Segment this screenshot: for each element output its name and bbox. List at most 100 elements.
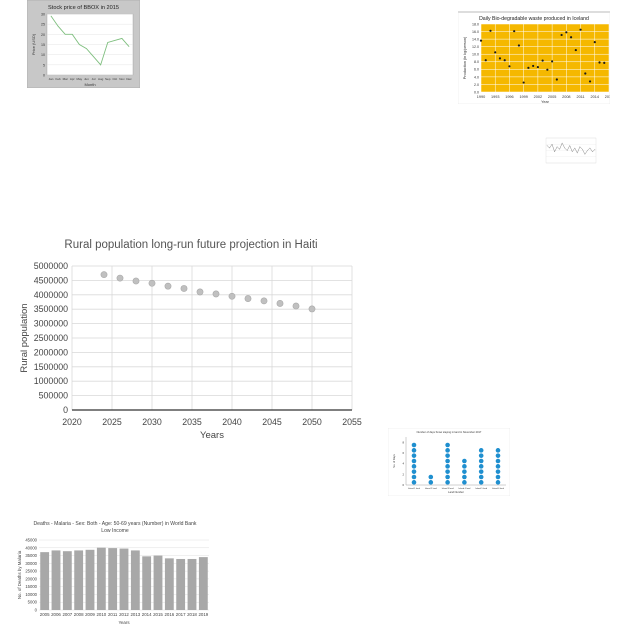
x-tick-label: 2011 (576, 95, 584, 99)
data-point (536, 65, 539, 69)
data-point (244, 295, 252, 302)
y-tick-label: 3500000 (34, 304, 68, 314)
y-tick-label: 4 (402, 462, 404, 466)
data-point (445, 458, 450, 464)
snow-days-chart: Number of days Snow staying in land in N… (388, 428, 510, 496)
data-point (546, 145, 548, 146)
chart-title: Number of days Snow staying in land in N… (417, 430, 482, 434)
data-point (462, 474, 467, 480)
x-tick-label: Island 1 land (408, 488, 421, 490)
data-point (577, 152, 578, 154)
y-tick-label: 14.0 (472, 38, 479, 42)
x-tick-label: Island 5 land (475, 488, 488, 490)
y-tick-label: 500000 (39, 391, 68, 401)
data-point (549, 147, 550, 149)
data-point (228, 292, 236, 300)
data-point (479, 39, 483, 42)
data-point (164, 282, 172, 290)
data-point (478, 448, 484, 453)
y-tick-label: 0 (43, 74, 45, 78)
data-point (478, 474, 484, 480)
data-point (71, 34, 73, 35)
data-point (478, 469, 484, 474)
x-tick-label: 2050 (302, 417, 322, 427)
y-tick-label: 3000000 (34, 319, 68, 329)
chart-svg (545, 137, 597, 164)
data-point (196, 288, 204, 296)
data-point (527, 66, 530, 69)
x-tick-label: 2015 (153, 612, 163, 617)
data-point (494, 51, 497, 54)
data-point (579, 28, 582, 31)
x-tick-label: Island 2 land (425, 488, 438, 490)
y-tick-label: 0.0 (474, 90, 479, 94)
bar (153, 555, 163, 610)
data-point (411, 442, 417, 448)
x-tick-label: 1990 (477, 95, 485, 99)
x-tick-label: 2017 (605, 95, 610, 99)
y-tick-label: 10000 (25, 592, 37, 597)
y-tick-label: 15000 (25, 584, 37, 589)
data-point (495, 474, 501, 480)
data-point (513, 30, 516, 33)
bar (96, 547, 106, 610)
y-axis-label: Price (USD) (31, 33, 36, 55)
y-tick-label: 10.0 (472, 53, 479, 57)
x-tick-label: 2009 (85, 612, 95, 617)
x-axis-label: Land Number (448, 490, 464, 494)
data-point (593, 41, 596, 44)
data-point (428, 480, 434, 485)
plot-area (481, 24, 609, 92)
data-point (592, 151, 593, 152)
data-point (569, 36, 573, 39)
data-point (445, 453, 450, 458)
data-point (587, 150, 588, 151)
x-tick-label: 2006 (51, 612, 61, 617)
y-tick-label: 25 (41, 23, 45, 27)
data-point (148, 279, 156, 287)
x-tick-label: Jun (84, 77, 89, 81)
haiti-rural-population-chart: Rural population long-run future project… (16, 232, 362, 442)
y-tick-label: 18.0 (472, 22, 479, 26)
y-tick-label: 30 (41, 13, 45, 17)
data-point (445, 464, 450, 469)
data-point (589, 147, 591, 149)
y-tick-label: 5 (43, 63, 45, 67)
x-tick-label: 2030 (142, 417, 162, 427)
y-tick-label: 25000 (25, 569, 37, 574)
x-tick-label: 2016 (164, 612, 174, 617)
data-point (180, 285, 188, 292)
bar (108, 548, 118, 610)
data-point (308, 305, 316, 313)
y-tick-label: 4000000 (34, 290, 68, 300)
data-point (555, 78, 558, 81)
data-point (445, 448, 450, 453)
x-tick-label: 2014 (591, 95, 599, 99)
bar (40, 552, 50, 610)
y-tick-label: 4.0 (474, 75, 479, 79)
data-point (411, 474, 417, 480)
data-point (566, 150, 568, 151)
x-tick-label: Mar (63, 77, 68, 81)
data-point (532, 64, 535, 68)
bar (164, 558, 174, 610)
y-tick-label: 2000000 (34, 347, 68, 357)
data-point (428, 474, 434, 480)
x-tick-label: Sep (105, 77, 111, 81)
data-point (100, 271, 108, 279)
y-axis-label: No. of Days (392, 454, 396, 468)
x-tick-label: 2008 (74, 612, 84, 617)
chart-title: Stock price of BBOX in 2015 (48, 5, 119, 11)
data-point (445, 474, 450, 480)
chart-svg: Rural population long-run future project… (19, 239, 362, 441)
x-tick-label: 2017 (176, 612, 186, 617)
data-point (411, 480, 417, 485)
x-tick-label: 2035 (182, 417, 202, 427)
data-point (478, 458, 484, 464)
data-point (561, 142, 563, 144)
data-point (579, 146, 581, 147)
data-point (411, 448, 417, 453)
data-point (556, 146, 558, 147)
data-point (132, 277, 140, 285)
data-point (411, 464, 417, 469)
